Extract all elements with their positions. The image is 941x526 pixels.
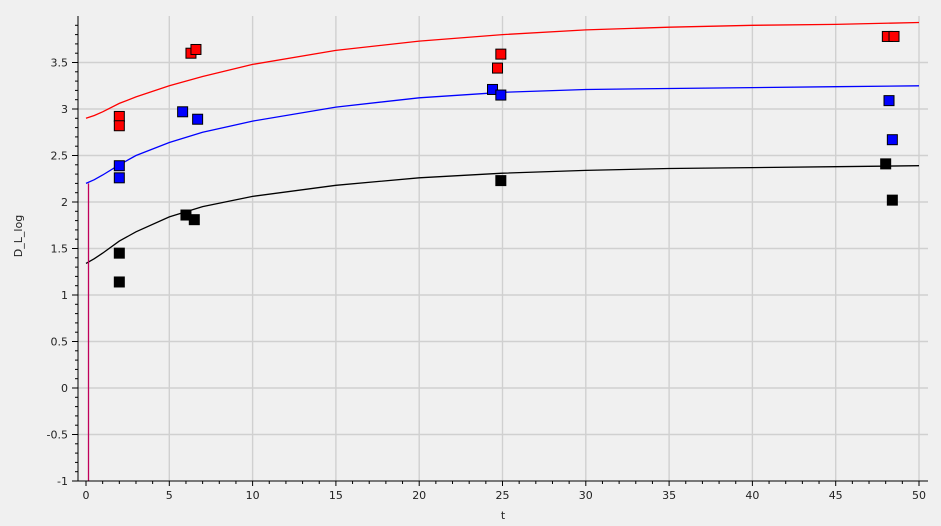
x-tick-label: 45 [829, 489, 843, 502]
fit-curve [85, 165, 920, 264]
x-tick-label: 15 [329, 489, 343, 502]
data-point [886, 194, 898, 206]
y-tick-label: 2 [61, 196, 68, 209]
data-point [192, 113, 204, 125]
x-tick-label: 50 [912, 489, 926, 502]
y-tick-label: 1.5 [51, 243, 69, 256]
x-axis-title: t [501, 509, 506, 522]
grid [78, 16, 928, 481]
data-point [113, 110, 125, 122]
data-point [188, 214, 200, 226]
data-point [113, 160, 125, 172]
y-tick-label: 2.5 [51, 150, 69, 163]
data-point [113, 120, 125, 132]
x-tick-label: 30 [579, 489, 593, 502]
x-tick-label: 0 [83, 489, 90, 502]
data-point [880, 158, 892, 170]
y-tick-label: -1 [57, 475, 68, 488]
x-tick-label: 5 [166, 489, 173, 502]
x-tick-label: 20 [412, 489, 426, 502]
data-point [883, 95, 895, 107]
axes: 0 5 10 15 20 25 30 35 40 45 50 -1 -0.5 0 0.5 1 1.5 2 2.5 3 3… [47, 16, 928, 502]
y-tick-label: -0.5 [47, 429, 68, 442]
x-tick-label: 40 [745, 489, 759, 502]
y-tick-label: 0 [61, 382, 68, 395]
data-point [495, 175, 507, 187]
data-point [487, 83, 499, 95]
data-point [495, 89, 507, 101]
y-tick-label: 1 [61, 289, 68, 302]
y-tick-label: 0.5 [51, 336, 69, 349]
x-tick-label: 10 [246, 489, 260, 502]
y-axis-title: D_L_log [12, 215, 25, 257]
y-tick-label: 3 [61, 103, 68, 116]
x-tick-label: 25 [496, 489, 510, 502]
data-point [886, 134, 898, 146]
data-point [190, 43, 202, 55]
data-point [888, 30, 900, 42]
data-point [113, 247, 125, 259]
data-point [177, 106, 189, 118]
fit-curve [85, 85, 920, 184]
data-markers [113, 30, 900, 288]
data-point [113, 172, 125, 184]
x-tick-label: 35 [662, 489, 676, 502]
fit-curve [85, 21, 920, 119]
data-point [113, 276, 125, 288]
data-point [492, 62, 504, 74]
fit-curves [85, 21, 920, 481]
data-point [495, 48, 507, 60]
y-tick-label: 3.5 [51, 57, 69, 70]
